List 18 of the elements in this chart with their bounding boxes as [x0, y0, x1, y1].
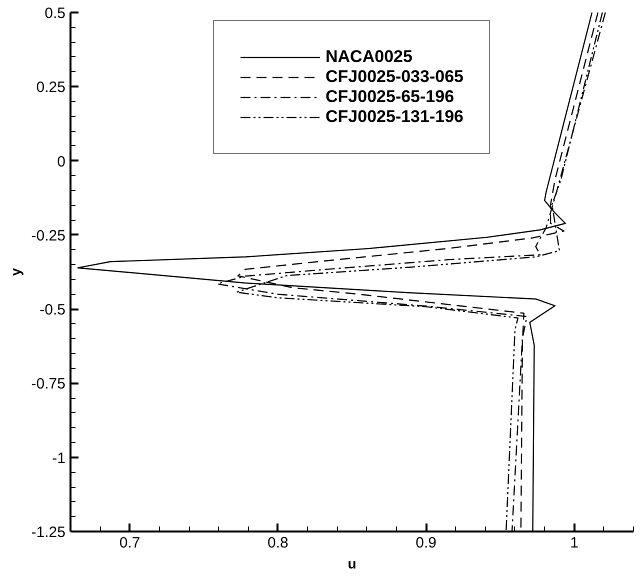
legend-label: CFJ0025-65-196	[326, 87, 454, 107]
y-tick-label: -1.25	[31, 524, 66, 541]
x-tick-label: 0.8	[267, 534, 288, 552]
y-tick-label: 0.5	[44, 5, 66, 22]
y-tick-label: 0	[57, 153, 66, 170]
y-tick-label: -0.25	[31, 227, 66, 244]
y-axis-title: y	[7, 268, 24, 276]
y-tick-label: -1	[52, 450, 66, 467]
x-tick-label: 1	[570, 534, 578, 552]
y-tick-label: 0.25	[36, 79, 66, 96]
legend-label: CFJ0025-033-065	[326, 67, 464, 87]
x-tick-label: 0.7	[119, 534, 140, 552]
x-tick-label: 0.9	[416, 534, 437, 552]
y-tick-label: -0.75	[31, 376, 66, 393]
legend-label: NACA0025	[326, 47, 412, 67]
x-axis-title: u	[348, 556, 356, 572]
legend-label: CFJ0025-131-196	[326, 107, 464, 127]
y-tick-label: -0.5	[40, 302, 66, 319]
